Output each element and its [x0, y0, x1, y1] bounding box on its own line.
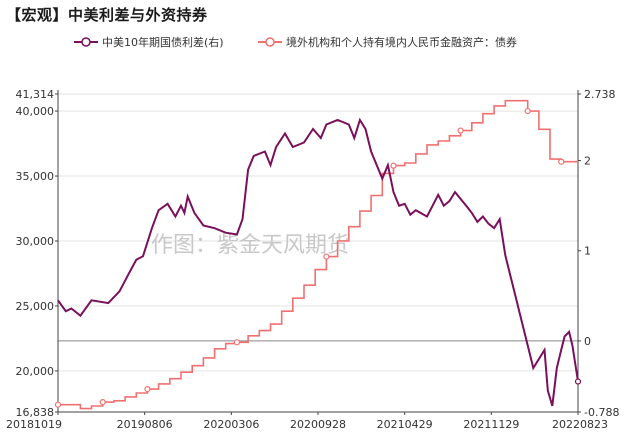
series-line-holdings — [58, 99, 578, 410]
x-axis-tick-label: 20200306 — [203, 418, 259, 431]
right-axis-tick-label: 0 — [584, 335, 591, 348]
watermark-text: 作图：紫金天风期货 — [151, 233, 349, 258]
legend-marker-holdings — [258, 37, 282, 47]
data-point-holdings — [457, 127, 464, 134]
data-point-holdings — [390, 162, 397, 169]
series-lines — [54, 99, 582, 410]
gridlines — [58, 93, 578, 372]
data-point-holdings — [558, 158, 565, 165]
data-point-spread — [574, 378, 582, 385]
series-line-spread — [57, 117, 579, 407]
legend-label-holdings: 境外机构和个人持有境内人民币金融资产：债券 — [286, 36, 517, 49]
data-point-holdings — [99, 398, 106, 406]
left-axis-tick-label: 35,000 — [16, 170, 55, 183]
x-axis-tick-label: 20200928 — [290, 418, 346, 431]
right-axis-tick-label: 2.738 — [584, 88, 616, 101]
left-axis-tick-label: 20,000 — [16, 365, 55, 378]
tick-labels: 16,838 20,000 25,000 30,000 35,000 40,000 41,3… — [6, 88, 619, 431]
legend-label-spread: 中美10年期国债利差(右) — [102, 36, 224, 49]
x-axis-tick-label: 20181019 — [6, 418, 62, 431]
x-axis-tick-label: 20210429 — [377, 418, 433, 431]
left-axis-tick-label: 30,000 — [16, 235, 55, 248]
legend: 中美10年期国债利差(右) 境外机构和个人持有境内人民币金融资产：债券 — [0, 34, 640, 54]
x-axis-tick-label: 20211129 — [463, 418, 519, 431]
left-axis-tick-label: 16,838 — [16, 406, 55, 419]
legend-item-spread[interactable]: 中美10年期国债利差(右) — [74, 34, 224, 50]
data-point-holdings — [323, 253, 330, 260]
axes — [55, 90, 581, 415]
data-point-holdings — [524, 107, 531, 115]
chart-title: 【宏观】中美利差与外资持券 — [6, 6, 208, 24]
left-axis-tick-label: 40,000 — [16, 105, 55, 118]
data-point-holdings — [144, 386, 151, 393]
data-point-holdings — [54, 401, 62, 408]
left-axis-tick-label: 41,314 — [16, 88, 55, 101]
right-axis-tick-label: 2 — [584, 155, 591, 168]
right-axis-tick-label: 1 — [584, 245, 591, 258]
x-axis-tick-label: 20220823 — [552, 418, 608, 431]
data-point-holdings — [233, 339, 241, 346]
legend-item-holdings[interactable]: 境外机构和个人持有境内人民币金融资产：债券 — [258, 34, 517, 50]
legend-marker-spread — [74, 37, 98, 47]
right-axis-tick-label: -0.788 — [584, 406, 619, 419]
left-axis-tick-label: 25,000 — [16, 300, 55, 313]
x-axis-tick-label: 20190806 — [117, 418, 173, 431]
